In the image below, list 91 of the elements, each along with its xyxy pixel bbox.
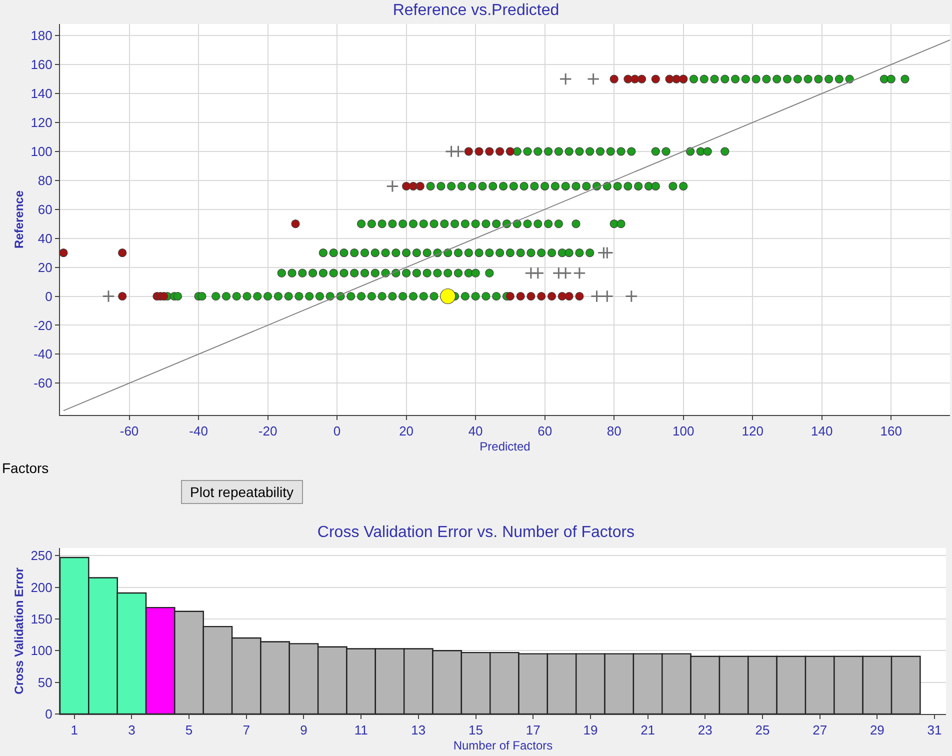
y-tick-label: 140 bbox=[30, 86, 52, 102]
point bbox=[564, 292, 574, 301]
x-tick-label: 13 bbox=[411, 722, 426, 738]
x-tick-label: 21 bbox=[640, 722, 656, 738]
point bbox=[102, 290, 115, 303]
plot-button: Plot repeatability bbox=[181, 480, 303, 504]
text: Factors bbox=[2, 460, 49, 476]
y-tick-label: 150 bbox=[30, 612, 52, 627]
point bbox=[464, 147, 473, 156]
y-tick-label: 40 bbox=[38, 230, 52, 246]
y-tick-label: 180 bbox=[30, 28, 52, 44]
chart-title: Reference vs.Predicted bbox=[392, 2, 560, 20]
y-tick-label: 20 bbox=[38, 260, 52, 275]
y-tick-label: 200 bbox=[30, 580, 52, 595]
x-tick-label: 23 bbox=[698, 722, 712, 738]
y-tick-label: 160 bbox=[30, 57, 52, 72]
x-tick-label: 1 bbox=[70, 722, 78, 738]
point bbox=[291, 220, 300, 228]
point bbox=[60, 248, 68, 258]
point bbox=[586, 72, 600, 86]
y-tick-label: -40 bbox=[34, 346, 52, 362]
point bbox=[160, 292, 168, 301]
point bbox=[386, 180, 399, 193]
x-axis-title: Predicted bbox=[480, 440, 530, 454]
x-tick-label: 31 bbox=[927, 722, 942, 738]
x-tick-label: 120 bbox=[742, 424, 764, 439]
y-tick-label: 60 bbox=[38, 202, 52, 217]
point bbox=[118, 248, 127, 258]
x-tick-label: 40 bbox=[468, 424, 483, 439]
y-tick-label: 0 bbox=[45, 288, 52, 304]
point bbox=[408, 182, 418, 190]
point bbox=[665, 74, 674, 84]
point bbox=[474, 147, 484, 156]
x-tick-label: 80 bbox=[606, 424, 622, 439]
point bbox=[506, 292, 514, 301]
x-tick-label: 19 bbox=[583, 722, 598, 738]
x-tick-label: -20 bbox=[258, 424, 278, 439]
x-tick-label: 5 bbox=[185, 722, 193, 738]
point bbox=[625, 290, 638, 303]
x-tick-label: -60 bbox=[120, 424, 139, 439]
chart-title: Cross Validation Error vs. Number of Factors bbox=[317, 524, 635, 542]
x-tick-label: 60 bbox=[538, 424, 552, 439]
x-tick-label: 160 bbox=[880, 424, 902, 439]
point bbox=[610, 74, 618, 84]
point bbox=[651, 74, 660, 84]
point bbox=[559, 72, 572, 86]
y-tick-label: -20 bbox=[34, 318, 52, 333]
point bbox=[485, 147, 494, 156]
x-tick-label: 27 bbox=[812, 722, 828, 738]
point bbox=[416, 182, 424, 190]
point bbox=[559, 266, 572, 280]
x-tick-label: 100 bbox=[672, 424, 694, 439]
point bbox=[516, 292, 525, 301]
x-tick-label: 20 bbox=[399, 424, 414, 439]
y-tick-label: 80 bbox=[38, 172, 52, 188]
x-tick-label: 3 bbox=[128, 722, 136, 738]
point bbox=[575, 292, 584, 301]
y-axis-title: Cross Validation Error bbox=[12, 567, 26, 694]
point bbox=[573, 266, 586, 280]
x-tick-label: 9 bbox=[300, 722, 308, 738]
y-tick-label: 100 bbox=[30, 144, 52, 159]
y-axis-title: Reference bbox=[12, 190, 26, 249]
y-tick-label: -60 bbox=[34, 376, 52, 391]
point bbox=[558, 292, 566, 301]
x-tick-label: 15 bbox=[468, 722, 483, 738]
x-tick-label: 11 bbox=[354, 722, 368, 738]
x-tick-label: 0 bbox=[333, 424, 341, 439]
x-tick-label: 140 bbox=[811, 424, 833, 439]
point bbox=[532, 266, 544, 280]
point bbox=[637, 74, 646, 84]
point bbox=[496, 147, 504, 156]
point bbox=[526, 292, 536, 301]
x-tick-label: 25 bbox=[755, 722, 770, 738]
y-tick-label: 50 bbox=[38, 674, 52, 690]
x-tick-label: 29 bbox=[870, 722, 884, 738]
y-tick-label: 250 bbox=[30, 548, 52, 564]
x-axis-title: Number of Factors bbox=[453, 738, 553, 752]
point bbox=[118, 292, 127, 301]
point bbox=[506, 147, 514, 156]
point bbox=[452, 145, 465, 158]
x-tick-label: 17 bbox=[526, 722, 540, 738]
point bbox=[600, 290, 614, 303]
y-tick-label: 100 bbox=[30, 643, 52, 658]
y-tick-label: 120 bbox=[30, 115, 52, 130]
point bbox=[590, 290, 604, 303]
y-tick-label: 0 bbox=[45, 706, 52, 722]
point bbox=[440, 288, 456, 304]
point bbox=[547, 292, 556, 301]
point bbox=[537, 292, 546, 301]
x-tick-label: -40 bbox=[189, 424, 208, 439]
x-tick-label: 7 bbox=[242, 722, 250, 738]
